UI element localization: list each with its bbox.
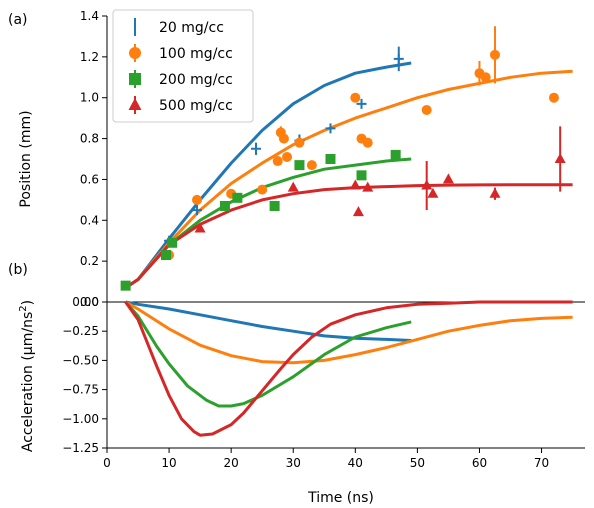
panel-b-y-tick-label: 0.00 xyxy=(72,295,99,309)
data-point-100-mg-cc xyxy=(350,92,361,103)
panel-a-y-tick-label: 0.4 xyxy=(80,213,99,227)
panel-b-y-axis-label: Acceleration (μm/ns2) xyxy=(18,300,36,452)
data-point-100-mg-cc xyxy=(278,133,289,144)
data-point-500-mg-cc xyxy=(427,187,439,198)
data-point-200-mg-cc xyxy=(232,192,243,203)
x-ticks: 0 10 20 30 40 50 60 70 xyxy=(103,448,549,470)
data-point-100-mg-cc xyxy=(282,151,293,162)
data-point-100-mg-cc xyxy=(257,184,268,195)
data-point-100-mg-cc xyxy=(192,194,203,205)
panel-a-label: (a) xyxy=(8,12,28,28)
fit-line-20-mg-cc xyxy=(124,61,412,289)
panel-b: (b) 0.00 −0.25 −0.50 −0.75 −1.00 −1.25 0 10 20 3… xyxy=(8,262,585,506)
data-point-500-mg-cc xyxy=(352,206,364,217)
x-tick-label: 70 xyxy=(534,456,549,470)
data-point-100-mg-cc xyxy=(294,137,305,148)
panel-a-y-tick-label: 0.2 xyxy=(80,254,99,268)
panel-b-label: (b) xyxy=(8,262,28,278)
legend-label-100-mg-cc: 100 mg/cc xyxy=(159,46,233,62)
legend: 20 mg/cc 100 mg/cc 200 mg/cc 500 mg/cc xyxy=(112,9,254,123)
data-point-100-mg-cc xyxy=(489,49,500,60)
x-axis-label: Time (ns) xyxy=(307,490,374,506)
x-tick-label: 30 xyxy=(286,456,301,470)
panel-b-y-tick-label: −0.50 xyxy=(62,353,99,367)
acceleration-line-100-mg-cc xyxy=(124,300,573,365)
panel-a-y-tick-label: 1.0 xyxy=(80,91,99,105)
x-tick-label: 50 xyxy=(410,456,425,470)
panel-a-y-axis-label: Position (mm) xyxy=(18,110,34,207)
x-tick-label: 60 xyxy=(472,456,487,470)
panel-a-y-ticks: 0.0 0.2 0.4 0.6 0.8 1.0 1.2 1.4 xyxy=(80,9,107,309)
data-point-20-mg-cc xyxy=(250,143,261,154)
panel-a-data-points xyxy=(120,26,566,291)
x-tick-label: 20 xyxy=(224,456,239,470)
panel-b-acceleration-lines xyxy=(124,300,573,437)
data-point-200-mg-cc xyxy=(390,149,401,160)
acceleration-line-200-mg-cc xyxy=(124,301,412,408)
panel-b-y-tick-label: −1.00 xyxy=(62,412,99,426)
data-point-100-mg-cc xyxy=(306,160,317,171)
panel-b-y-label-superscript: 2 xyxy=(18,305,29,311)
panel-b-y-tick-label: −0.75 xyxy=(62,383,99,397)
legend-marker-200-mg-cc xyxy=(129,73,141,85)
data-point-500-mg-cc xyxy=(287,181,299,192)
panel-b-y-ticks: 0.00 −0.25 −0.50 −0.75 −1.00 −1.25 xyxy=(62,295,107,455)
panel-b-y-tick-label: −1.25 xyxy=(62,441,99,455)
data-point-500-mg-cc xyxy=(421,179,433,190)
data-point-20-mg-cc xyxy=(325,123,336,134)
data-point-20-mg-cc xyxy=(356,98,367,109)
data-point-100-mg-cc xyxy=(480,72,491,83)
legend-marker-100-mg-cc xyxy=(129,47,141,59)
data-point-200-mg-cc xyxy=(325,154,336,164)
data-point-100-mg-cc xyxy=(548,92,559,103)
data-point-200-mg-cc xyxy=(356,170,367,181)
data-point-500-mg-cc xyxy=(362,181,374,192)
acceleration-line-20-mg-cc xyxy=(125,300,412,342)
x-tick-label: 10 xyxy=(161,456,176,470)
data-point-100-mg-cc xyxy=(362,137,373,148)
panel-a-y-tick-label: 0.0 xyxy=(80,295,99,309)
x-tick-label: 40 xyxy=(348,456,363,470)
panel-a: (a) 0.0 0.2 0.4 0.6 0.8 1.0 1.2 1.4 Position (m… xyxy=(8,9,573,309)
data-point-20-mg-cc xyxy=(393,53,404,64)
panel-a-y-tick-label: 0.6 xyxy=(80,172,99,186)
legend-label-20-mg-cc: 20 mg/cc xyxy=(159,20,224,36)
legend-label-500-mg-cc: 500 mg/cc xyxy=(159,98,233,114)
data-point-100-mg-cc xyxy=(421,104,432,115)
legend-marker-500-mg-cc xyxy=(128,98,142,110)
panel-b-y-tick-label: −0.25 xyxy=(62,324,99,338)
legend-label-200-mg-cc: 200 mg/cc xyxy=(159,72,233,88)
data-point-20-mg-cc xyxy=(192,205,203,216)
data-point-200-mg-cc xyxy=(167,237,178,248)
fit-line-500-mg-cc xyxy=(124,183,573,289)
panel-a-y-tick-label: 1.2 xyxy=(80,50,99,64)
data-point-200-mg-cc xyxy=(294,160,305,171)
data-point-500-mg-cc xyxy=(194,222,206,233)
data-point-500-mg-cc xyxy=(349,179,361,190)
data-point-200-mg-cc xyxy=(219,200,230,211)
data-point-200-mg-cc xyxy=(160,250,171,261)
data-point-200-mg-cc xyxy=(120,280,131,291)
panel-a-y-tick-label: 0.8 xyxy=(80,132,99,146)
panel-a-y-tick-label: 1.4 xyxy=(80,9,99,23)
data-point-500-mg-cc xyxy=(442,173,454,184)
data-point-500-mg-cc xyxy=(489,187,501,198)
legend-frame xyxy=(112,9,254,123)
panel-b-y-label-suffix: ) xyxy=(20,300,36,305)
x-tick-label: 0 xyxy=(103,456,111,470)
acceleration-line-500-mg-cc xyxy=(124,300,573,437)
panel-b-y-label-main: Acceleration (μm/ns xyxy=(20,312,36,452)
data-point-200-mg-cc xyxy=(269,200,280,211)
data-point-100-mg-cc xyxy=(272,156,283,167)
data-point-500-mg-cc xyxy=(554,153,566,163)
